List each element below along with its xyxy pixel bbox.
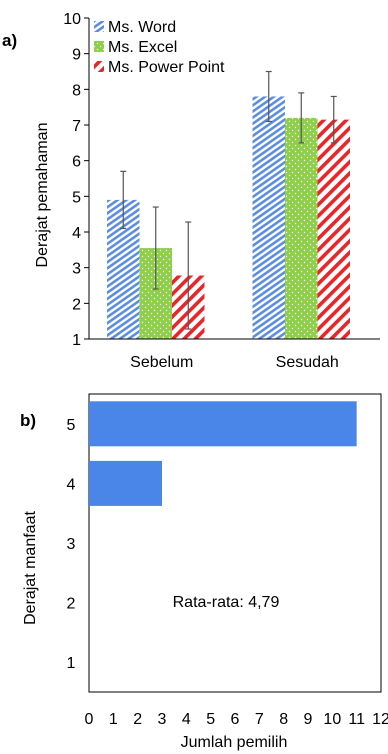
chart-a-y-tick-label: 2 bbox=[72, 296, 81, 313]
chart-a-legend-label: Ms. Power Point bbox=[108, 59, 225, 76]
chart-b-x-tick-label: 12 bbox=[372, 711, 388, 728]
chart-a-x-tick-label: Sebelum bbox=[130, 354, 193, 371]
chart-b-y-axis-title: Derajat manfaat bbox=[22, 511, 39, 625]
chart-a-y-tick-label: 8 bbox=[72, 82, 81, 99]
chart-a-y-tick-label: 9 bbox=[72, 47, 81, 64]
chart-a-x-tick-label: Sesudah bbox=[276, 354, 339, 371]
chart-a-legend-label: Ms. Excel bbox=[108, 39, 177, 56]
chart-a-legend-swatch bbox=[94, 41, 104, 52]
chart-b-x-tick-label: 10 bbox=[323, 711, 341, 728]
chart-b-x-tick-label: 3 bbox=[158, 711, 167, 728]
chart-b-y-tick-label: 5 bbox=[67, 417, 76, 434]
chart-a: a) Derajat pemahaman 1 2 3 4 5 6 7 8 9 10 Sebelum… bbox=[2, 11, 380, 371]
chart-a-y-tick-label: 1 bbox=[72, 332, 81, 349]
chart-a-bar bbox=[317, 119, 350, 340]
chart-b-x-tick-label: 7 bbox=[255, 711, 264, 728]
chart-a-panel-label: a) bbox=[2, 31, 17, 50]
chart-b-x-tick-label: 5 bbox=[206, 711, 215, 728]
chart-b-x-tick-label: 2 bbox=[133, 711, 142, 728]
chart-b-x-tick-label: 1 bbox=[109, 711, 118, 728]
chart-a-legend-swatch bbox=[94, 61, 104, 72]
chart-b-x-tick-label: 0 bbox=[85, 711, 94, 728]
chart-a-y-tick-label: 3 bbox=[72, 261, 81, 278]
chart-b-y-tick-label: 4 bbox=[67, 476, 76, 493]
chart-b-x-tick-label: 4 bbox=[182, 711, 191, 728]
chart-b-bar bbox=[89, 460, 162, 506]
chart-b-plot-frame bbox=[88, 393, 382, 693]
chart-b-x-tick-label: 9 bbox=[304, 711, 313, 728]
chart-a-bar bbox=[285, 117, 318, 339]
chart-b-x-tick-label: 8 bbox=[279, 711, 288, 728]
chart-a-bar bbox=[252, 96, 285, 339]
chart-a-y-tick-label: 10 bbox=[63, 11, 81, 28]
chart-a-y-axis-title: Derajat pemahaman bbox=[34, 123, 51, 268]
chart-b-annotation: Rata-rata: 4,79 bbox=[173, 594, 280, 611]
chart-a-y-tick-label: 6 bbox=[72, 154, 81, 171]
chart-b-x-tick-label: 11 bbox=[348, 711, 365, 728]
chart-b-y-tick-label: 3 bbox=[67, 536, 76, 553]
chart-b-panel-label: b) bbox=[20, 411, 36, 430]
chart-b-bar bbox=[89, 401, 357, 447]
chart-a-legend-swatch bbox=[94, 21, 104, 32]
chart-a-y-tick-label: 4 bbox=[72, 225, 81, 242]
chart-a-y-tick-label: 7 bbox=[72, 118, 81, 135]
chart-b-y-tick-label: 1 bbox=[67, 655, 76, 672]
chart-b-x-tick-label: 6 bbox=[231, 711, 240, 728]
chart-a-y-tick-label: 5 bbox=[72, 189, 81, 206]
chart-b-x-axis-title: Jumlah pemilih bbox=[181, 734, 288, 751]
chart-a-legend-label: Ms. Word bbox=[108, 19, 176, 36]
chart-b-y-tick-label: 2 bbox=[67, 596, 76, 613]
